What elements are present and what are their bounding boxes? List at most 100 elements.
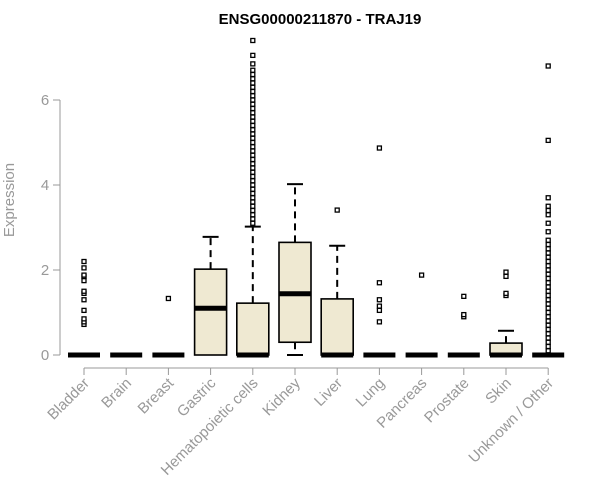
outlier-point [250, 182, 256, 188]
outlier-point [545, 203, 551, 209]
outlier-point [250, 84, 256, 90]
outlier-point [81, 316, 87, 322]
box-11 [532, 63, 565, 358]
outlier-point [545, 237, 551, 243]
outlier-point [250, 71, 256, 78]
outlier-point [250, 156, 256, 163]
outlier-point [250, 52, 256, 59]
iqr-box [193, 268, 228, 356]
outlier-point [250, 118, 256, 124]
x-tick-label: Brain [98, 375, 135, 412]
x-tick-label: Breast [135, 374, 178, 417]
outlier-point [461, 311, 467, 318]
outlier-point [250, 127, 256, 133]
outlier-point [250, 152, 256, 158]
y-tick-label: 0 [41, 347, 49, 364]
boxes-group [68, 37, 565, 358]
outlier-point [81, 258, 87, 265]
outlier-point [376, 145, 383, 151]
outlier-point [545, 229, 551, 235]
outlier-point [418, 272, 425, 278]
outlier-point [250, 195, 256, 201]
outlier-point [376, 319, 383, 325]
outlier-point [545, 263, 551, 269]
outlier-point [250, 97, 256, 103]
outlier-point [81, 307, 87, 314]
outlier-point [81, 288, 87, 294]
outlier-point [250, 101, 256, 107]
outlier-point [250, 122, 256, 129]
outlier-point [545, 339, 551, 345]
outlier-point [250, 220, 256, 226]
outlier-point [250, 80, 256, 86]
outlier-point [545, 348, 551, 354]
outlier-point [250, 139, 256, 146]
outlier-point [461, 293, 467, 300]
outlier-point [250, 37, 256, 44]
box-0 [68, 258, 100, 358]
outlier-point [250, 216, 256, 222]
outlier-point [250, 178, 256, 184]
outlier-point [545, 284, 551, 290]
outlier-point [545, 322, 551, 328]
outlier-point [334, 207, 340, 213]
outlier-point [545, 137, 551, 144]
x-tick-label: Prostate [421, 375, 473, 427]
box-5 [278, 183, 312, 356]
outlier-point [545, 343, 551, 350]
outlier-point [545, 254, 551, 260]
outlier-point [545, 220, 551, 226]
outlier-point [545, 250, 551, 256]
outlier-point [376, 303, 383, 309]
box-2 [152, 295, 185, 358]
x-tick-label: Kidney [259, 374, 304, 419]
outlier-point [250, 105, 256, 112]
outlier-point [250, 207, 256, 214]
outlier-point [250, 76, 256, 82]
y-tick-label: 6 [41, 92, 49, 109]
outlier-point [545, 271, 551, 277]
outlier-point [250, 144, 256, 150]
y-axis-label: Expression [1, 163, 18, 237]
outlier-point [81, 277, 87, 284]
outlier-point [545, 246, 551, 252]
outlier-point [250, 88, 256, 95]
outlier-point [545, 212, 551, 218]
iqr-box [236, 302, 270, 356]
outlier-point [545, 288, 551, 294]
outlier-point [250, 161, 256, 167]
outlier-point [545, 335, 551, 341]
outlier-point [250, 110, 256, 116]
outlier-point [545, 326, 551, 333]
outlier-point [545, 195, 551, 201]
outlier-point [165, 295, 172, 302]
box-8 [405, 272, 438, 358]
x-tick-label: Lung [353, 375, 389, 411]
box-3 [193, 235, 228, 356]
outlier-point [250, 173, 256, 180]
box-4 [236, 37, 270, 358]
outlier-point [250, 190, 256, 197]
box-7 [363, 145, 396, 358]
outlier-point [81, 265, 87, 271]
y-axis: 0 2 4 6 [41, 92, 61, 364]
outlier-point [250, 67, 256, 73]
outlier-point [545, 292, 551, 299]
outlier-point [250, 135, 256, 141]
outlier-point [545, 297, 551, 303]
outlier-point [545, 280, 551, 286]
y-tick-label: 2 [41, 262, 49, 279]
outlier-point [81, 297, 87, 303]
outlier-point [376, 280, 383, 286]
outlier-point [545, 314, 551, 320]
outlier-point [376, 307, 383, 314]
outlier-point [250, 93, 256, 99]
outlier-point [545, 301, 551, 307]
x-tick-label: Liver [311, 375, 346, 410]
outlier-point [376, 297, 383, 303]
outlier-point [250, 212, 256, 218]
outlier-point [250, 169, 256, 175]
